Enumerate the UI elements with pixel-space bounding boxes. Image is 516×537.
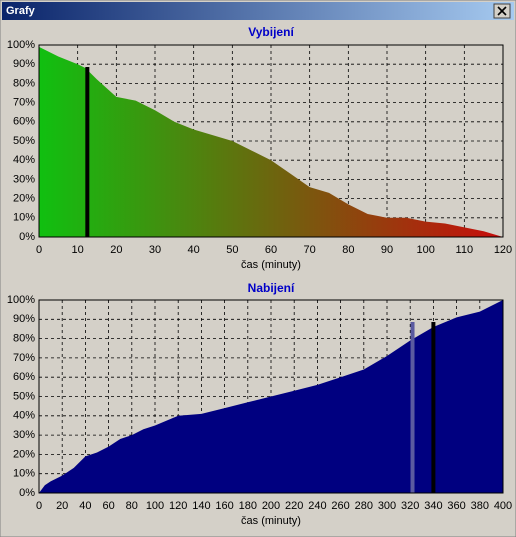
y-tick-label: 30%	[13, 429, 35, 441]
x-tick-label: 320	[401, 500, 419, 512]
x-tick-label: 50	[226, 244, 238, 256]
x-tick-label: 0	[36, 244, 42, 256]
x-tick-label: 20	[56, 500, 68, 512]
x-tick-label: 0	[36, 500, 42, 512]
y-tick-label: 50%	[13, 135, 35, 147]
x-tick-label: 200	[262, 500, 280, 512]
y-tick-label: 80%	[13, 333, 35, 345]
x-tick-label: 40	[188, 244, 200, 256]
y-tick-label: 70%	[13, 352, 35, 364]
x-tick-label: 70	[304, 244, 316, 256]
x-tick-label: 160	[215, 500, 233, 512]
x-tick-label: 280	[355, 500, 373, 512]
x-tick-label: 30	[149, 244, 161, 256]
chart-title: Nabijení	[248, 281, 295, 295]
x-tick-label: 140	[192, 500, 210, 512]
x-axis-label: čas (minuty)	[241, 259, 301, 271]
y-tick-label: 0%	[19, 487, 35, 499]
y-tick-label: 40%	[13, 154, 35, 166]
x-tick-label: 10	[72, 244, 84, 256]
x-tick-label: 80	[342, 244, 354, 256]
close-button[interactable]	[493, 3, 511, 19]
y-tick-label: 80%	[13, 77, 35, 89]
y-tick-label: 60%	[13, 116, 35, 128]
close-icon[interactable]	[497, 6, 507, 16]
x-tick-label: 80	[126, 500, 138, 512]
y-tick-label: 90%	[13, 313, 35, 325]
x-tick-label: 100	[146, 500, 164, 512]
x-tick-label: 120	[494, 244, 512, 256]
x-tick-label: 60	[102, 500, 114, 512]
y-tick-label: 40%	[13, 410, 35, 422]
plot-border	[38, 44, 504, 238]
x-tick-label: 380	[471, 500, 489, 512]
y-tick-label: 100%	[7, 39, 35, 51]
x-tick-label: 40	[79, 500, 91, 512]
x-tick-label: 110	[456, 244, 474, 256]
title-bar	[2, 2, 514, 20]
x-tick-label: 180	[239, 500, 257, 512]
x-tick-label: 100	[416, 244, 434, 256]
area	[39, 300, 503, 493]
x-tick-label: 220	[285, 500, 303, 512]
y-tick-label: 30%	[13, 173, 35, 185]
x-tick-label: 20	[110, 244, 122, 256]
y-tick-label: 50%	[13, 390, 35, 402]
x-tick-label: 90	[381, 244, 393, 256]
window-title: Grafy	[6, 5, 36, 17]
x-tick-label: 340	[424, 500, 442, 512]
y-tick-label: 10%	[13, 212, 35, 224]
x-tick-label: 400	[494, 500, 512, 512]
x-tick-label: 300	[378, 500, 396, 512]
area	[39, 46, 503, 237]
y-tick-label: 70%	[13, 97, 35, 109]
y-tick-label: 10%	[13, 468, 35, 480]
y-tick-label: 0%	[19, 231, 35, 243]
chart-title: Vybijení	[248, 25, 294, 39]
y-tick-label: 20%	[13, 193, 35, 205]
x-tick-label: 60	[265, 244, 277, 256]
y-tick-label: 20%	[13, 448, 35, 460]
y-tick-label: 100%	[7, 294, 35, 306]
x-tick-label: 360	[447, 500, 465, 512]
x-tick-label: 260	[331, 500, 349, 512]
y-tick-label: 60%	[13, 371, 35, 383]
x-axis-label: čas (minuty)	[241, 515, 301, 527]
x-tick-label: 240	[308, 500, 326, 512]
y-tick-label: 90%	[13, 58, 35, 70]
plot-border	[38, 299, 504, 494]
x-tick-label: 120	[169, 500, 187, 512]
